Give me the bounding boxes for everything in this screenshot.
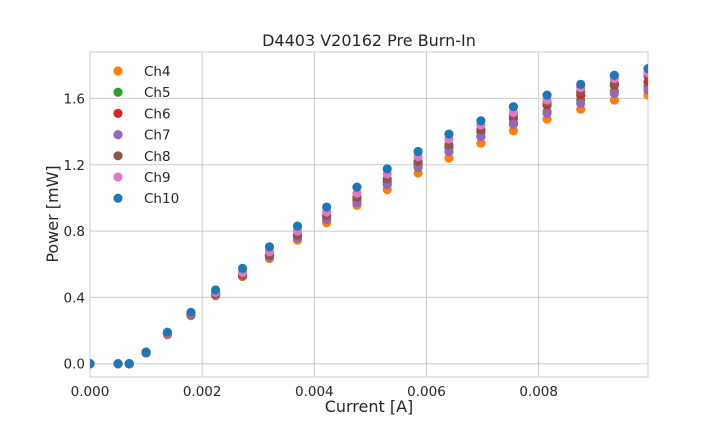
legend-label: Ch8 (144, 149, 171, 165)
legend-item-ch9: Ch9 (113, 170, 171, 186)
y-tick-label: 1.6 (64, 91, 85, 107)
data-points (90, 63, 648, 369)
data-point (444, 153, 454, 163)
y-tick-label: 0.8 (64, 224, 85, 240)
x-tick-label: 0.006 (407, 384, 446, 400)
y-tick-label: 1.2 (64, 158, 85, 174)
legend-marker (113, 151, 123, 161)
legend-marker (113, 87, 123, 97)
data-point (476, 138, 486, 148)
data-point (162, 327, 172, 337)
chart-title: D4403 V20162 Pre Burn-In (262, 31, 476, 50)
data-point (576, 98, 586, 109)
legend-marker (113, 193, 123, 203)
data-point (292, 221, 303, 231)
y-tick-label: 0.0 (64, 357, 85, 373)
x-axis-label: Current [A] (325, 397, 414, 416)
legend-item-ch4: Ch4 (113, 64, 171, 80)
data-point (643, 85, 648, 95)
data-point (211, 285, 221, 295)
data-point (476, 131, 486, 142)
data-point (90, 359, 95, 369)
data-point (186, 307, 196, 317)
data-point (141, 347, 151, 357)
series-ch10 (90, 63, 648, 369)
data-point (413, 146, 423, 157)
plot-frame (89, 51, 649, 378)
legend-marker (113, 172, 123, 182)
legend-label: Ch6 (144, 106, 171, 122)
x-tick-label: 0.004 (295, 384, 334, 400)
legend-label: Ch7 (144, 128, 171, 144)
legend-label: Ch10 (144, 191, 179, 207)
data-point (322, 202, 332, 212)
data-point (444, 146, 454, 157)
data-point (508, 102, 519, 112)
data-point (609, 70, 619, 80)
x-tick-label: 0.008 (519, 384, 558, 400)
legend: Ch4 Ch5 Ch6 Ch7 Ch8 Ch9 Ch10 (113, 64, 179, 207)
data-point (113, 359, 123, 369)
x-tick-label: 0.000 (71, 384, 110, 400)
data-point (609, 95, 619, 105)
y-tick-label: 0.4 (64, 290, 85, 306)
grid-lines (89, 52, 648, 377)
y-axis-label: Power [mW] (43, 165, 62, 262)
legend-label: Ch5 (144, 85, 171, 101)
plot-area (90, 52, 648, 377)
data-point (237, 263, 248, 273)
data-point (352, 182, 362, 192)
data-point (124, 359, 134, 369)
legend-label: Ch4 (144, 64, 171, 80)
legend-item-ch7: Ch7 (113, 128, 171, 144)
data-point (444, 129, 454, 139)
legend-marker (113, 130, 123, 140)
data-point (609, 88, 619, 99)
data-point (542, 108, 552, 118)
data-point (508, 126, 519, 136)
legend-marker (113, 66, 123, 76)
data-point (508, 119, 519, 129)
data-point (576, 79, 586, 89)
data-point (542, 90, 552, 100)
legend-item-ch6: Ch6 (113, 106, 171, 122)
data-point (476, 116, 486, 126)
legend-item-ch10: Ch10 (113, 191, 179, 207)
data-point (643, 63, 648, 74)
legend-label: Ch9 (144, 170, 171, 186)
data-point (264, 242, 275, 252)
y-axis-ticks: 0.0 0.4 0.8 1.2 1.6 (64, 91, 85, 372)
data-point (382, 164, 392, 174)
legend-marker (113, 108, 123, 118)
x-tick-label: 0.002 (183, 384, 222, 400)
legend-item-ch8: Ch8 (113, 149, 171, 165)
legend-item-ch5: Ch5 (113, 85, 171, 101)
x-axis-ticks: 0.000 0.002 0.004 0.006 0.008 (71, 384, 558, 400)
